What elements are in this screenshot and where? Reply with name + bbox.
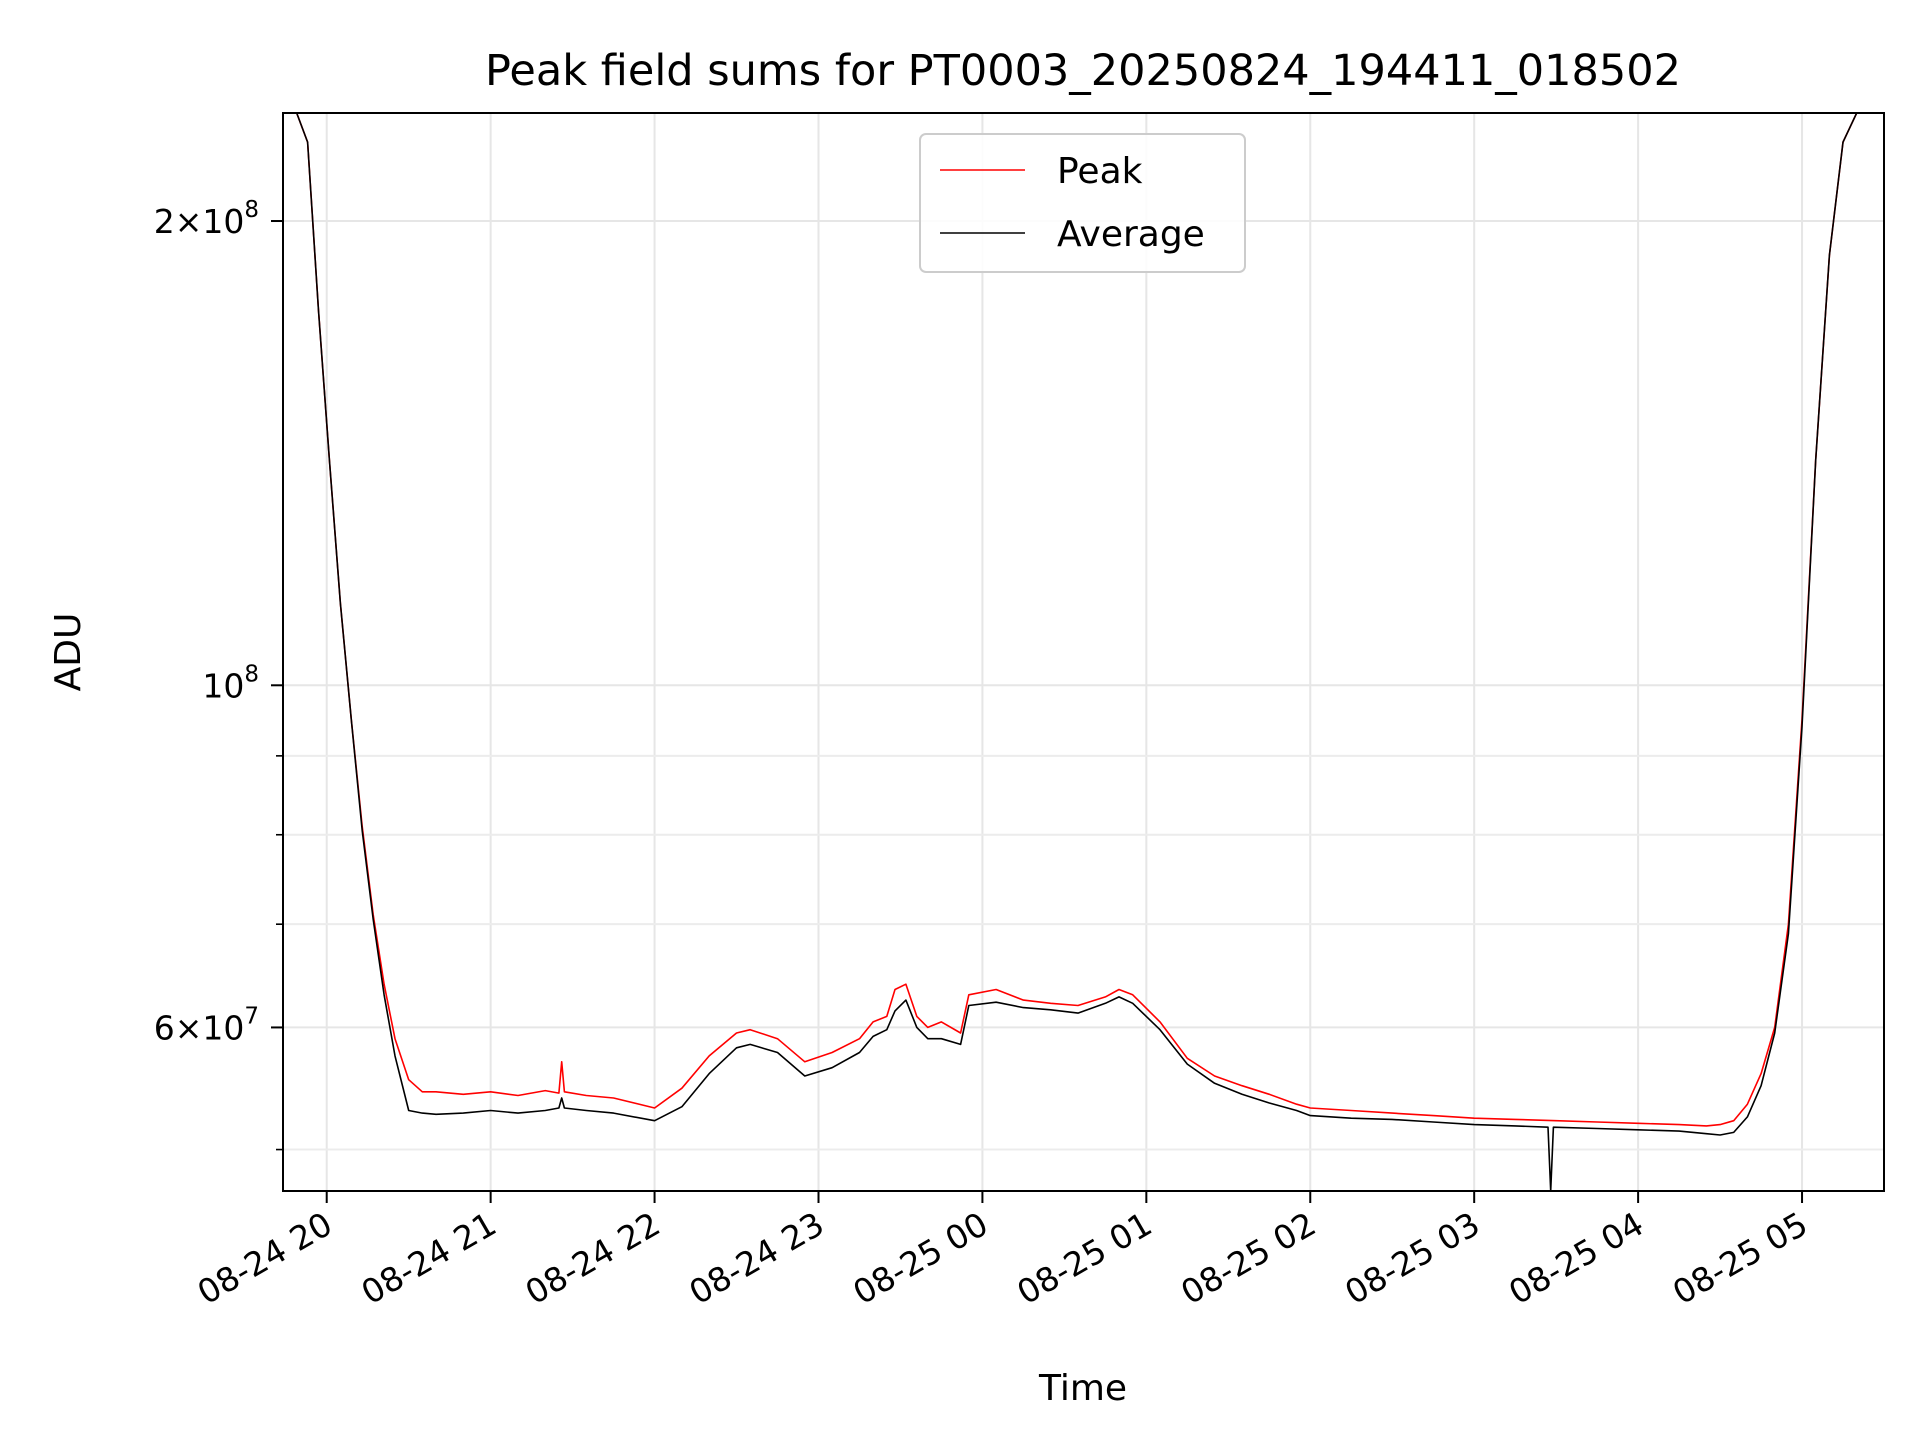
y-tick-label: 6×107	[154, 1003, 259, 1047]
gridlines	[283, 113, 1884, 1191]
x-axis-label: Time	[1038, 1368, 1127, 1409]
y-axis-label: ADU	[48, 613, 89, 692]
plot-area-background	[283, 113, 1884, 1191]
series-layer	[285, 112, 1871, 1192]
legend: Peak Average	[919, 133, 1246, 273]
y-axis: 6×107 108 2×108	[154, 197, 283, 1151]
legend-label-average: Average	[1057, 214, 1205, 255]
y-tick-label: 108	[202, 661, 259, 705]
series-line-peak	[285, 112, 1871, 1127]
y-tick-label: 2×108	[154, 197, 259, 241]
legend-label-peak: Peak	[1057, 151, 1143, 192]
plot-frame	[282, 112, 1885, 1192]
chart-title: Peak field sums for PT0003_20250824_1944…	[485, 46, 1681, 96]
legend-box	[919, 133, 1246, 273]
series-line-average	[285, 112, 1871, 1192]
